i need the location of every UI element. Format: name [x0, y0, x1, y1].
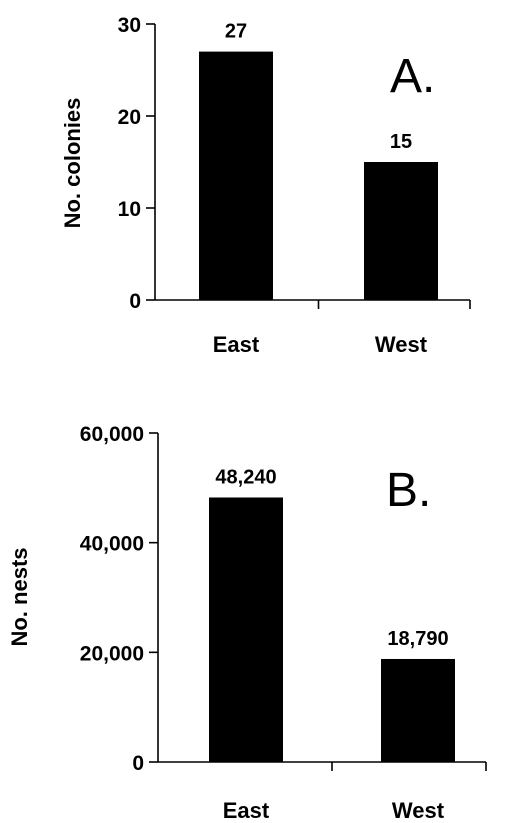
- bar-east: [199, 51, 273, 300]
- y-axis-label: No. nests: [7, 547, 32, 646]
- chart-marks: 0 10 20 30 27 East 15 West: [118, 14, 471, 357]
- bar-west: [381, 658, 455, 762]
- data-label: 18,790: [387, 628, 448, 650]
- x-tick-label: West: [375, 332, 428, 357]
- chart-marks: 0 20,000 40,000 60,000 48,240 East 18,790 West: [80, 423, 487, 823]
- data-label: 27: [225, 21, 247, 43]
- y-tick-label: 0: [129, 290, 141, 313]
- y-tick-label: 60,000: [80, 423, 144, 446]
- bar-east: [209, 497, 283, 762]
- panel-label: B.: [386, 464, 431, 517]
- bar-west: [364, 162, 438, 300]
- y-tick-label: 20: [118, 106, 141, 129]
- y-axis-label: No. colonies: [60, 98, 85, 229]
- chart-panel-a: No. colonies A. 0 10 20 30 27 East 15 West: [60, 14, 471, 357]
- x-tick-label: East: [213, 332, 260, 357]
- data-label: 48,240: [215, 466, 276, 488]
- y-tick-label: 0: [132, 752, 144, 775]
- y-tick-label: 10: [118, 198, 141, 221]
- x-tick-label: East: [223, 798, 270, 823]
- y-tick-label: 30: [118, 14, 141, 37]
- panel-label: A.: [390, 50, 435, 103]
- y-tick-label: 40,000: [80, 533, 144, 556]
- chart-panel-b: No. nests B. 0 20,000 40,000 60,000 48,240 Ea…: [7, 423, 487, 823]
- x-tick-label: West: [392, 798, 445, 823]
- data-label: 15: [390, 131, 412, 153]
- y-tick-label: 20,000: [80, 642, 144, 665]
